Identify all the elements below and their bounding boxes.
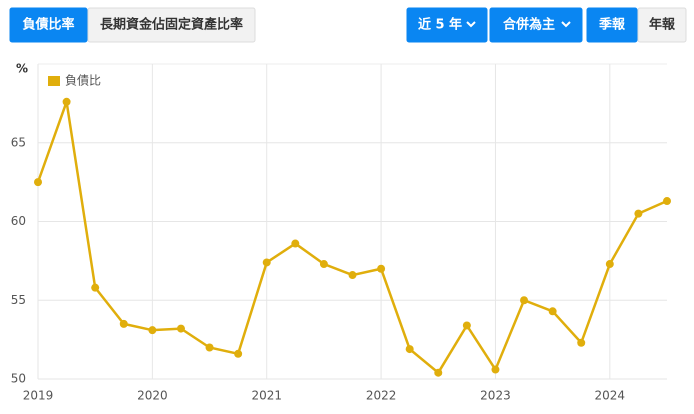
y-tick-label: 50 bbox=[11, 372, 26, 386]
x-tick-label: 2019 bbox=[23, 389, 54, 403]
x-tick-label: 2022 bbox=[366, 389, 397, 403]
point bbox=[462, 321, 471, 330]
button-bg bbox=[406, 7, 488, 43]
y-tick-label: 65 bbox=[11, 135, 26, 149]
x-tick-label: 2021 bbox=[251, 389, 282, 403]
button[interactable]: 季報 bbox=[586, 7, 638, 43]
point bbox=[291, 239, 300, 248]
button-bg bbox=[637, 7, 687, 43]
button-bg bbox=[586, 7, 638, 43]
point bbox=[663, 197, 671, 206]
point bbox=[548, 307, 557, 316]
button-label: 季報 bbox=[598, 17, 626, 33]
button[interactable]: 長期資金佔固定資產比率 bbox=[87, 7, 256, 43]
point bbox=[605, 260, 614, 269]
legend-swatch bbox=[48, 76, 60, 86]
chevron bbox=[466, 21, 476, 28]
button-bg bbox=[87, 7, 256, 43]
y-tick-label: 60 bbox=[11, 214, 26, 228]
point bbox=[205, 343, 214, 352]
button[interactable]: 負債比率 bbox=[9, 7, 88, 43]
point bbox=[491, 365, 500, 374]
button[interactable]: 近 5 年 bbox=[406, 7, 488, 43]
point bbox=[91, 283, 100, 292]
point bbox=[319, 260, 328, 269]
point bbox=[34, 178, 42, 187]
point bbox=[434, 368, 443, 377]
point bbox=[520, 296, 529, 305]
legend-label: 負債比 bbox=[65, 73, 101, 88]
point bbox=[577, 338, 586, 347]
button[interactable]: 合併為主 bbox=[489, 7, 583, 43]
point bbox=[234, 349, 243, 358]
button-label: 合併為主 bbox=[503, 17, 555, 33]
button-label: 年報 bbox=[649, 17, 676, 33]
point bbox=[348, 271, 357, 280]
point bbox=[262, 258, 271, 267]
point bbox=[377, 264, 386, 273]
button[interactable]: 年報 bbox=[637, 7, 687, 43]
button-bg bbox=[9, 7, 88, 43]
point bbox=[148, 326, 157, 335]
x-tick-label: 2020 bbox=[137, 389, 168, 403]
button-label: 負債比率 bbox=[22, 17, 74, 33]
chevron bbox=[561, 21, 571, 28]
point bbox=[176, 324, 185, 333]
point bbox=[634, 209, 643, 218]
point bbox=[119, 319, 128, 328]
y-axis-label: % bbox=[16, 62, 28, 76]
y-tick-label: 55 bbox=[11, 293, 26, 307]
x-tick-label: 2023 bbox=[480, 389, 511, 403]
point bbox=[62, 97, 71, 106]
button-label: 長期資金佔固定資產比率 bbox=[100, 17, 243, 33]
button-label: 近 5 年 bbox=[418, 17, 462, 33]
button-bg bbox=[489, 7, 583, 43]
x-tick-label: 2024 bbox=[595, 389, 626, 403]
point bbox=[405, 345, 414, 354]
